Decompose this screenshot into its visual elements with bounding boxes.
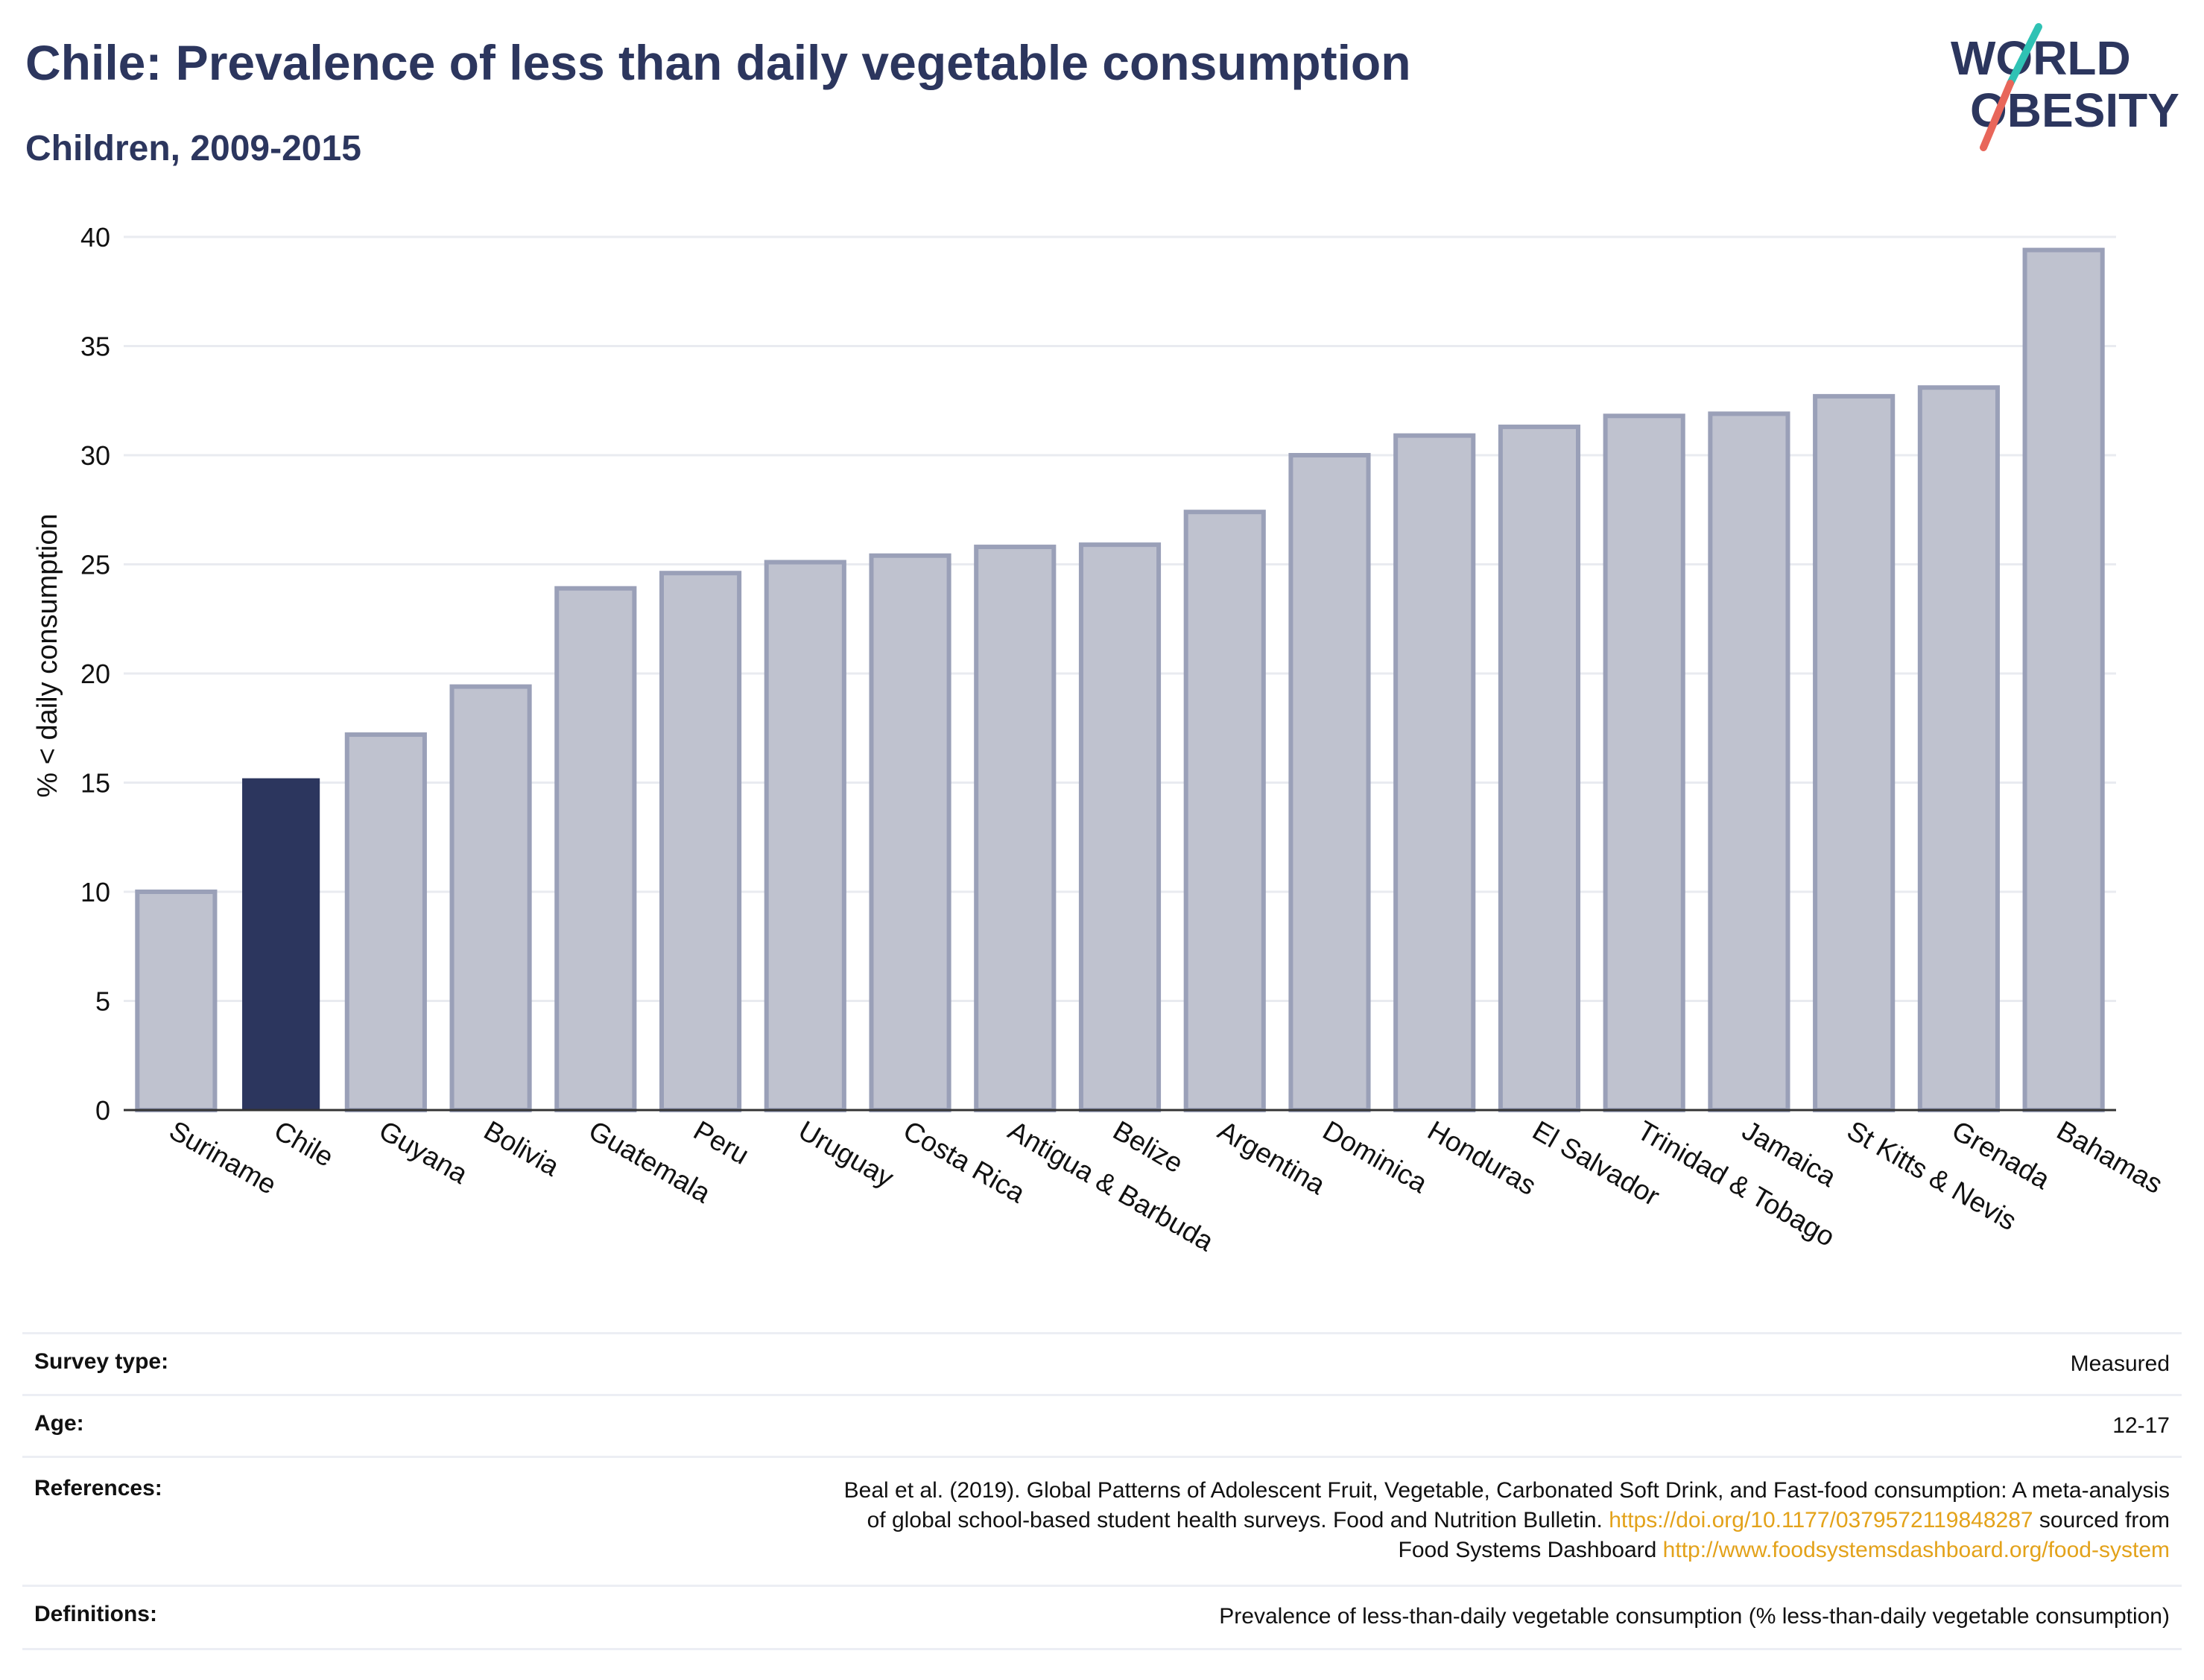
- y-tick-label: 35: [80, 332, 110, 362]
- x-tick-label: Dominica: [1317, 1115, 1432, 1199]
- x-tick-label: Argentina: [1213, 1115, 1331, 1200]
- bar-bolivia: [449, 684, 532, 1112]
- info-label: Definitions:: [34, 1602, 157, 1626]
- x-tick-label: Bahamas: [2052, 1115, 2168, 1199]
- y-axis-ticks: 0 5 10 15 20 25 30 35 40: [80, 222, 110, 1126]
- x-tick-label: Trinidad & Tobago: [1633, 1115, 1840, 1252]
- y-tick-label: 20: [80, 659, 110, 689]
- info-label: References:: [34, 1476, 162, 1500]
- bar-suriname: [135, 890, 218, 1112]
- bar-costa-rica: [869, 553, 951, 1112]
- info-value-line: Food Systems Dashboard http://www.foodsy…: [1398, 1538, 2170, 1562]
- x-tick-label: Suriname: [164, 1115, 282, 1200]
- info-value-line: Measured: [2070, 1351, 2170, 1376]
- x-tick-label: Uruguay: [794, 1115, 899, 1194]
- info-label: Survey type:: [34, 1349, 169, 1374]
- logo-word-world: WORLD: [1951, 31, 2131, 85]
- info-value: Prevalence of less-than-daily vegetable …: [22, 1587, 2182, 1632]
- bar-guyana: [344, 732, 427, 1112]
- y-tick-label: 30: [80, 440, 110, 471]
- x-tick-label: Guyana: [374, 1115, 473, 1190]
- bar-peru: [659, 571, 742, 1112]
- reference-link[interactable]: http://www.foodsystemsdashboard.org/food…: [1662, 1538, 2170, 1562]
- info-row: Survey type: Measured: [22, 1332, 2182, 1394]
- x-tick-label: Honduras: [1422, 1115, 1541, 1201]
- info-table: Survey type: Measured Age: 12-17 References:…: [22, 1332, 2182, 1650]
- y-tick-label: 10: [80, 877, 110, 907]
- info-value: Measured: [22, 1334, 2182, 1379]
- bar-bahamas: [2022, 247, 2105, 1113]
- bar-st-kitts-nevis: [1813, 393, 1896, 1112]
- y-axis-label: % < daily consumption: [32, 513, 63, 797]
- bar-el-salvador: [1498, 424, 1581, 1112]
- info-row: References: Beal et al. (2019). Global Pa…: [22, 1456, 2182, 1585]
- info-value-line: Prevalence of less-than-daily vegetable …: [1219, 1604, 2170, 1629]
- info-value-line: of global school-based student health su…: [867, 1508, 2170, 1532]
- info-value-line: 12-17: [2112, 1413, 2170, 1438]
- bar-guatemala: [554, 586, 637, 1112]
- logo-slash-teal: [2007, 23, 2042, 87]
- bar-belize: [1078, 542, 1162, 1112]
- bar-antigua-barbuda: [974, 545, 1057, 1112]
- page-title: Chile: Prevalence of less than daily veg…: [25, 35, 1411, 90]
- bar-chile: [242, 778, 320, 1110]
- bar-grenada: [1917, 385, 2000, 1112]
- logo-slash-coral: [1980, 80, 2014, 151]
- reference-link[interactable]: https://doi.org/10.1177/0379572119848287: [1609, 1508, 2033, 1532]
- x-tick-label: Chile: [269, 1115, 339, 1173]
- y-tick-label: 40: [80, 222, 110, 253]
- info-row: Age: 12-17: [22, 1394, 2182, 1456]
- x-tick-label: Peru: [688, 1115, 754, 1170]
- bar-dominica: [1288, 453, 1371, 1112]
- world-obesity-logo: WORLD OBESITY: [1951, 23, 2179, 151]
- y-tick-label: 25: [80, 550, 110, 580]
- info-value-line: Beal et al. (2019). Global Patterns of A…: [843, 1478, 2170, 1503]
- x-tick-label: Belize: [1108, 1115, 1188, 1179]
- info-value: 12-17: [22, 1396, 2182, 1441]
- info-label: Age:: [34, 1411, 84, 1436]
- info-row: Definitions: Prevalence of less-than-dail…: [22, 1585, 2182, 1650]
- info-value: Beal et al. (2019). Global Patterns of A…: [22, 1458, 2182, 1565]
- x-tick-label: Bolivia: [479, 1115, 565, 1182]
- y-tick-label: 0: [95, 1095, 110, 1126]
- page-subtitle: Children, 2009-2015: [25, 129, 361, 168]
- bar-honduras: [1393, 433, 1476, 1112]
- y-tick-label: 15: [80, 768, 110, 799]
- bars: [135, 247, 2105, 1113]
- bar-trinidad-tobago: [1603, 413, 1685, 1112]
- y-tick-label: 5: [95, 986, 110, 1017]
- bar-uruguay: [764, 560, 846, 1112]
- bar-jamaica: [1708, 411, 1790, 1112]
- bar-argentina: [1183, 510, 1266, 1112]
